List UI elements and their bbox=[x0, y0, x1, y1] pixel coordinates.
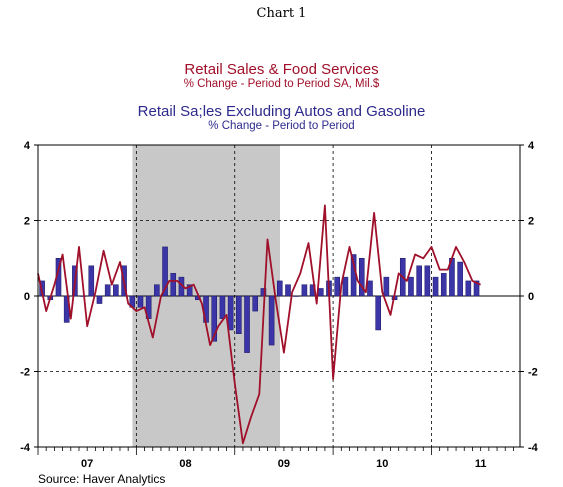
x-tick-label: 10 bbox=[376, 458, 388, 470]
bar bbox=[170, 273, 177, 297]
bar bbox=[424, 265, 431, 297]
x-tick-label: 08 bbox=[179, 458, 191, 470]
y-tick-label-right: -2 bbox=[528, 367, 538, 379]
bar bbox=[440, 273, 447, 297]
series2-subtitle: % Change - Period to Period bbox=[208, 120, 355, 132]
bar bbox=[457, 261, 463, 297]
y-tick-label-left: -4 bbox=[20, 442, 31, 454]
bar bbox=[334, 276, 340, 297]
bar bbox=[145, 295, 152, 319]
bar bbox=[113, 284, 119, 297]
bar bbox=[88, 265, 95, 297]
bar bbox=[416, 265, 422, 297]
bar bbox=[236, 295, 242, 334]
bar bbox=[375, 295, 381, 331]
y-tick-label-right: 4 bbox=[528, 140, 535, 152]
bar bbox=[285, 284, 291, 297]
bar bbox=[408, 276, 414, 297]
bar bbox=[432, 276, 439, 297]
bar bbox=[227, 295, 234, 331]
bar bbox=[80, 295, 86, 297]
bar bbox=[318, 288, 324, 297]
bar bbox=[96, 295, 103, 304]
bar bbox=[211, 295, 218, 342]
y-tick-label-left: 2 bbox=[24, 216, 30, 228]
y-tick-label-right: 0 bbox=[528, 291, 534, 303]
x-tick-label: 07 bbox=[81, 458, 93, 470]
x-tick-label: 09 bbox=[278, 458, 290, 470]
bar bbox=[367, 280, 373, 297]
x-tick-label: 11 bbox=[475, 458, 487, 470]
bar bbox=[137, 295, 144, 308]
y-tick-label-right: -4 bbox=[528, 442, 539, 454]
bar bbox=[162, 246, 168, 297]
bar bbox=[358, 258, 365, 297]
bar bbox=[260, 288, 267, 297]
bar bbox=[383, 276, 390, 297]
bar bbox=[268, 295, 275, 346]
bar bbox=[186, 284, 193, 297]
source-note: Source: Haver Analytics bbox=[38, 472, 166, 486]
bar bbox=[301, 284, 308, 297]
series1-subtitle: % Change - Period to Period SA, Mil.$ bbox=[183, 78, 380, 90]
y-tick-label-left: 4 bbox=[24, 140, 31, 152]
y-tick-label-left: 0 bbox=[24, 291, 30, 303]
chart-number: Chart 1 bbox=[256, 6, 307, 21]
bar bbox=[465, 280, 472, 297]
series-line bbox=[37, 204, 481, 445]
y-tick-label-left: -2 bbox=[20, 367, 30, 379]
bar bbox=[473, 280, 480, 297]
bar bbox=[277, 280, 283, 297]
bar bbox=[293, 295, 299, 297]
bar bbox=[342, 276, 349, 297]
series1-title: Retail Sales & Food Services bbox=[184, 61, 379, 78]
bar bbox=[244, 295, 250, 353]
bar bbox=[104, 284, 111, 297]
bar bbox=[252, 295, 259, 312]
bar bbox=[219, 295, 226, 319]
series2-title: Retail Sa;les Excluding Autos and Gasoli… bbox=[137, 103, 426, 120]
bar bbox=[154, 284, 160, 297]
y-tick-label-right: 2 bbox=[528, 216, 534, 228]
